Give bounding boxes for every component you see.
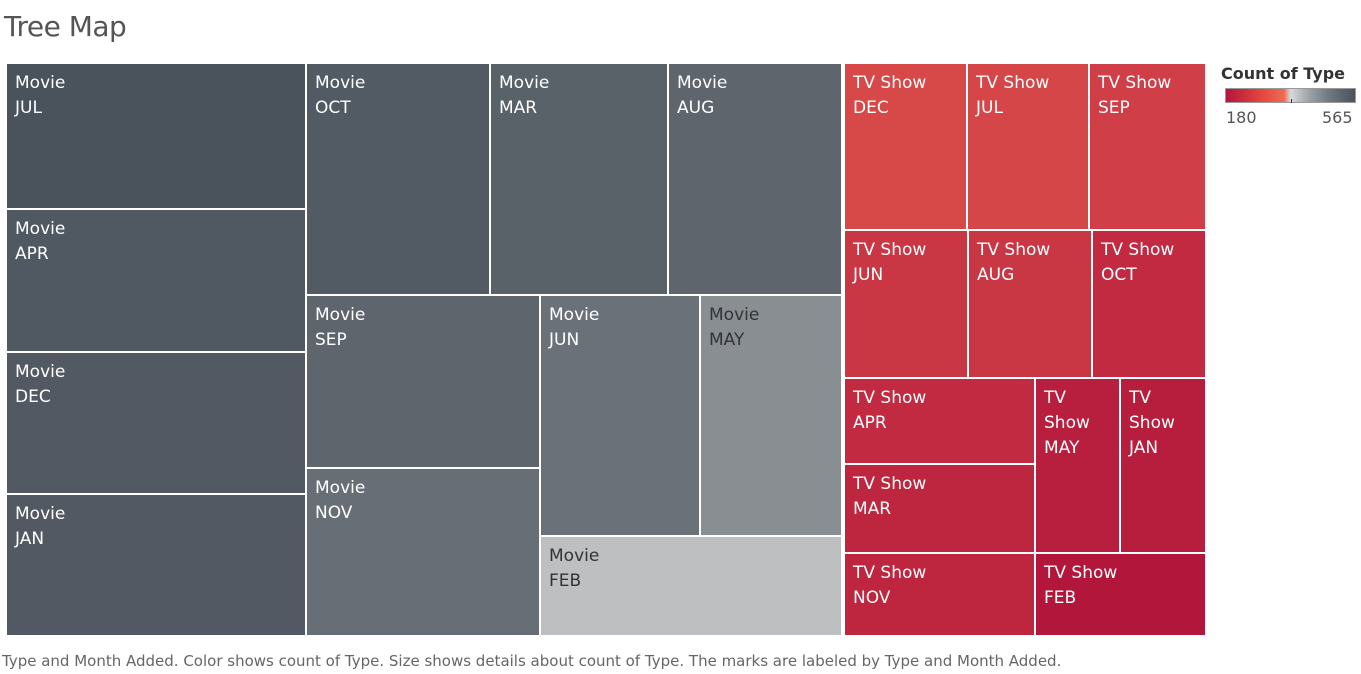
treemap-cell-label: TV Show DEC	[853, 73, 927, 118]
treemap-cell-tv-show-jun[interactable]: TV Show JUN	[844, 230, 968, 378]
treemap-cell-label: Movie MAY	[709, 305, 760, 350]
treemap-cell-movie-jul[interactable]: Movie JUL	[6, 63, 306, 209]
treemap-cell-movie-sep[interactable]: Movie SEP	[306, 295, 540, 468]
treemap-cell-tv-show-jul[interactable]: TV Show JUL	[967, 63, 1089, 230]
treemap[interactable]: Movie JUL Movie APR Movie DEC Movie JAN Movi…	[6, 63, 1206, 636]
chart-caption: Type and Month Added. Color shows count …	[2, 652, 1062, 670]
treemap-cell-movie-jun[interactable]: Movie JUN	[540, 295, 700, 536]
treemap-cell-tv-show-nov[interactable]: TV Show NOV	[844, 553, 1035, 636]
treemap-cell-tv-show-jan[interactable]: TV Show JAN	[1120, 378, 1206, 553]
legend-min-label: 180	[1226, 108, 1257, 127]
treemap-cell-movie-aug[interactable]: Movie AUG	[668, 63, 842, 295]
treemap-cell-movie-apr[interactable]: Movie APR	[6, 209, 306, 352]
treemap-cell-label: TV Show APR	[853, 388, 927, 433]
treemap-cell-label: TV Show JUN	[853, 240, 927, 285]
legend-midpoint-tick	[1291, 99, 1292, 103]
treemap-cell-tv-show-may[interactable]: TV Show MAY	[1035, 378, 1120, 553]
treemap-cell-movie-mar[interactable]: Movie MAR	[490, 63, 668, 295]
treemap-cell-tv-show-aug[interactable]: TV Show AUG	[968, 230, 1092, 378]
treemap-cell-label: TV Show NOV	[853, 563, 927, 608]
treemap-cell-tv-show-oct[interactable]: TV Show OCT	[1092, 230, 1206, 378]
treemap-cell-movie-feb[interactable]: Movie FEB	[540, 536, 842, 636]
treemap-cell-label: TV Show JUL	[976, 73, 1050, 118]
treemap-cell-movie-jan[interactable]: Movie JAN	[6, 494, 306, 636]
chart-title: Tree Map	[4, 10, 127, 43]
treemap-cell-label: TV Show AUG	[977, 240, 1051, 285]
treemap-cell-label: Movie APR	[15, 219, 66, 264]
treemap-cell-label: TV Show FEB	[1044, 563, 1118, 608]
treemap-cell-label: Movie JUN	[549, 305, 600, 350]
treemap-cell-tv-show-apr[interactable]: TV Show APR	[844, 378, 1035, 464]
treemap-cell-label: TV Show MAY	[1044, 388, 1090, 458]
treemap-cell-label: Movie JUL	[15, 73, 66, 118]
treemap-cell-label: Movie SEP	[315, 305, 366, 350]
treemap-cell-movie-dec[interactable]: Movie DEC	[6, 352, 306, 494]
legend-max-label: 565	[1322, 108, 1353, 127]
legend-color-ramp	[1225, 88, 1356, 103]
treemap-cell-label: TV Show SEP	[1098, 73, 1172, 118]
treemap-cell-label: Movie NOV	[315, 478, 366, 523]
treemap-cell-movie-nov[interactable]: Movie NOV	[306, 468, 540, 636]
treemap-cell-label: Movie AUG	[677, 73, 728, 118]
treemap-cell-label: Movie MAR	[499, 73, 550, 118]
treemap-cell-label: TV Show JAN	[1129, 388, 1175, 458]
treemap-cell-tv-show-feb[interactable]: TV Show FEB	[1035, 553, 1206, 636]
legend-title: Count of Type	[1221, 64, 1346, 83]
treemap-cell-label: Movie JAN	[15, 504, 66, 549]
treemap-cell-label: TV Show OCT	[1101, 240, 1175, 285]
treemap-cell-tv-show-mar[interactable]: TV Show MAR	[844, 464, 1035, 553]
treemap-cell-label: Movie DEC	[15, 362, 66, 407]
treemap-cell-label: Movie FEB	[549, 546, 600, 591]
treemap-cell-tv-show-sep[interactable]: TV Show SEP	[1089, 63, 1206, 230]
treemap-cell-label: TV Show MAR	[853, 474, 927, 519]
treemap-cell-tv-show-dec[interactable]: TV Show DEC	[844, 63, 967, 230]
treemap-cell-movie-may[interactable]: Movie MAY	[700, 295, 842, 536]
treemap-cell-label: Movie OCT	[315, 73, 366, 118]
treemap-cell-movie-oct[interactable]: Movie OCT	[306, 63, 490, 295]
